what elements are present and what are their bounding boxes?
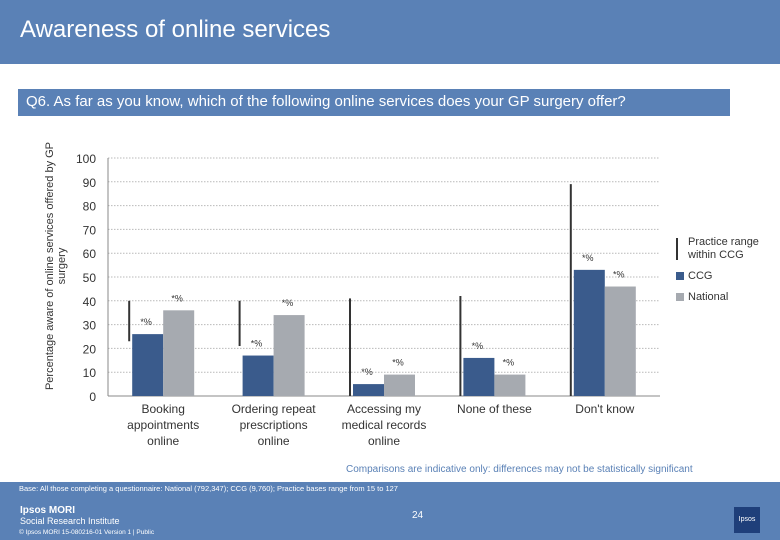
legend-swatch xyxy=(676,293,684,301)
x-tick-label: appointments xyxy=(127,418,199,432)
page-title: Awareness of online services xyxy=(20,16,331,43)
x-tick-label: Don't know xyxy=(575,402,634,416)
question-text: Q6. As far as you know, which of the fol… xyxy=(26,93,626,110)
y-tick-label: 100 xyxy=(76,152,96,166)
y-tick-label: 30 xyxy=(83,319,97,333)
x-tick-label: prescriptions xyxy=(240,418,308,432)
x-tick-label: online xyxy=(368,434,400,448)
legend-label: National xyxy=(688,291,729,303)
bar-ccg xyxy=(463,357,495,396)
data-label: *% xyxy=(140,317,152,327)
logo-line2: Social Research Institute xyxy=(20,516,120,526)
header-bar: Awareness of online services xyxy=(0,0,780,64)
logo-line1: Ipsos MORI xyxy=(20,505,76,516)
data-label: *% xyxy=(251,339,263,349)
footer-bar xyxy=(0,482,780,540)
x-tick-label: Booking xyxy=(142,402,185,416)
y-tick-label: 40 xyxy=(83,295,97,309)
ipsos-badge: Ipsos xyxy=(734,507,760,533)
legend-item: National xyxy=(676,291,776,304)
bar-ccg xyxy=(242,355,274,396)
ipsos-logo: Ipsos MORI Social Research Institute xyxy=(20,505,120,526)
y-tick-label: 70 xyxy=(83,223,97,237)
data-label: *% xyxy=(282,298,294,308)
x-tick-label: online xyxy=(258,434,290,448)
bar-national xyxy=(604,286,636,396)
range-swatch-icon xyxy=(676,238,678,260)
x-tick-label: None of these xyxy=(457,402,532,416)
y-tick-label: 50 xyxy=(83,271,97,285)
x-tick-label: online xyxy=(147,434,179,448)
y-tick-label: 80 xyxy=(83,200,97,214)
x-tick-label: medical records xyxy=(342,418,427,432)
legend-item: Practice range within CCG xyxy=(676,236,776,262)
y-tick-label: 10 xyxy=(83,366,97,380)
y-tick-label: 90 xyxy=(83,176,97,190)
chart-area xyxy=(0,64,780,482)
bar-national xyxy=(384,374,415,396)
legend-swatch xyxy=(676,272,684,280)
y-tick-label: 60 xyxy=(83,247,97,261)
y-tick-label: 20 xyxy=(83,342,97,356)
legend-item: CCG xyxy=(676,270,776,283)
data-label: *% xyxy=(361,367,373,377)
bar-ccg xyxy=(353,384,384,396)
x-tick-label: Ordering repeat xyxy=(232,402,317,416)
data-label: *% xyxy=(582,253,594,263)
page-number: 24 xyxy=(412,510,424,521)
question-bar: Q6. As far as you know, which of the fol… xyxy=(18,89,730,116)
y-tick-label: 0 xyxy=(89,390,96,404)
bar-ccg xyxy=(573,269,605,396)
data-label: *% xyxy=(392,358,404,368)
bar-national xyxy=(163,310,195,396)
bar-ccg xyxy=(132,334,164,396)
legend-label: Practice range within CCG xyxy=(688,236,759,261)
x-tick-label: Accessing my xyxy=(347,402,421,416)
data-label: *% xyxy=(171,293,183,303)
legend-label: CCG xyxy=(688,270,713,282)
bar-national xyxy=(494,374,526,396)
data-label: *% xyxy=(613,270,625,280)
data-label: *% xyxy=(503,358,515,368)
base-note: Base: All those completing a questionnai… xyxy=(19,484,398,493)
bar-national xyxy=(273,315,305,396)
copyright: © Ipsos MORI 15-080216-01 Version 1 | Pu… xyxy=(19,529,155,536)
comparison-note: Comparisons are indicative only: differe… xyxy=(346,464,693,475)
data-label: *% xyxy=(472,341,484,351)
legend: Practice range within CCG CCG National xyxy=(676,236,776,312)
